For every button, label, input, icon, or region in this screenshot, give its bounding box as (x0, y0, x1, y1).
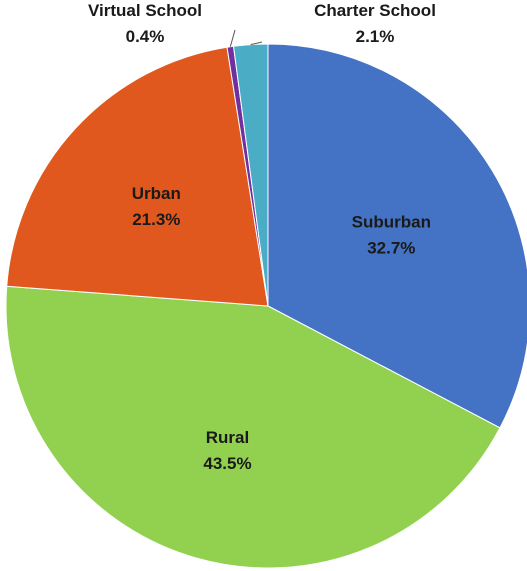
label-leader-lines (229, 29, 263, 47)
slice-labels: Suburban 32.7% Rural 43.5% Urban 21.3% Virtual… (88, 1, 436, 473)
slice-value-urban: 21.3% (132, 210, 180, 229)
slice-category-suburban: Suburban (352, 213, 431, 232)
pie-slice-suburban (267, 43, 527, 429)
slice-label-rural: Rural 43.5% (203, 428, 251, 473)
leader-line-virtual-school (229, 29, 236, 47)
slice-label-charter-school: Charter School 2.1% (314, 1, 436, 46)
slice-value-charter-school: 2.1% (356, 27, 395, 46)
slice-category-charter-school: Charter School (314, 1, 436, 20)
slice-value-virtual-school: 0.4% (126, 27, 165, 46)
slice-label-virtual-school: Virtual School 0.4% (88, 1, 202, 46)
pie-slices (5, 43, 527, 569)
pie-slice-urban (6, 46, 269, 307)
leader-line-charter-school (250, 41, 263, 46)
slice-category-virtual-school: Virtual School (88, 1, 202, 20)
slice-value-suburban: 32.7% (367, 239, 415, 258)
slice-label-urban: Urban 21.3% (132, 184, 181, 229)
pie-slice-rural (5, 285, 501, 569)
slice-category-rural: Rural (206, 428, 249, 447)
slice-category-urban: Urban (132, 184, 181, 203)
slice-value-rural: 43.5% (203, 454, 251, 473)
slice-label-suburban: Suburban 32.7% (352, 213, 431, 258)
